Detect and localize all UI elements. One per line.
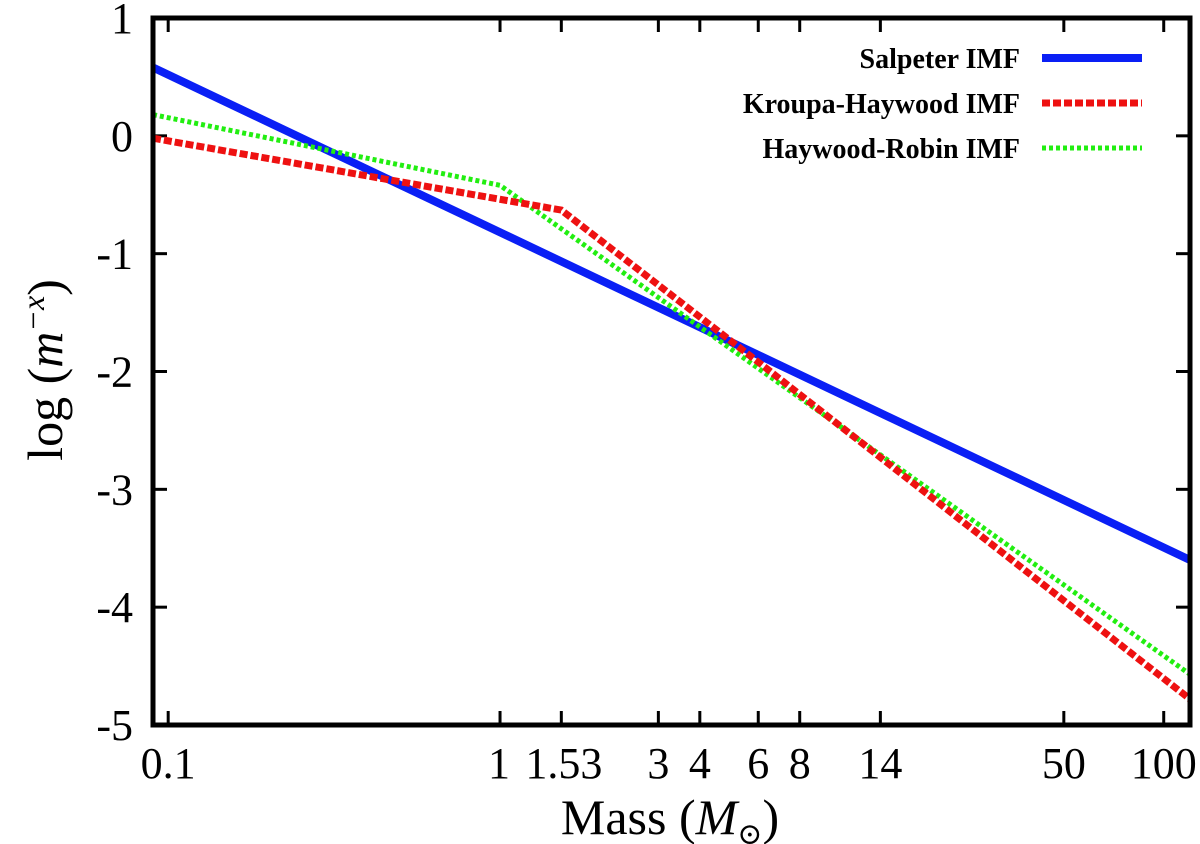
y-tick-label: -1 (96, 230, 133, 279)
legend: Salpeter IMF Kroupa-Haywood IMF Haywood-Ro… (743, 44, 1142, 165)
x-tick-labels: 0.1 1 1.53 3 4 6 8 14 50 100 (141, 739, 1197, 788)
series-line-haywood-robin-imf (152, 112, 1192, 677)
y-tick-label: 1 (111, 0, 133, 43)
legend-label: Salpeter IMF (860, 44, 1020, 75)
x-tick-label: 4 (689, 739, 711, 788)
x-axis-title-text: Mass (561, 789, 667, 844)
series-layer (151, 63, 1193, 702)
legend-label: Kroupa-Haywood IMF (743, 89, 1020, 120)
y-tick-label: 0 (111, 112, 133, 161)
tick-marks (153, 16, 1190, 727)
plot-frame (150, 15, 1193, 728)
x-tick-label: 1 (488, 739, 510, 788)
x-tick-label: 1.53 (525, 739, 602, 788)
x-tick-label: 50 (1042, 739, 1086, 788)
y-axis-title: log (m−x) (15, 279, 73, 461)
x-axis-title-symbol: M (695, 789, 740, 844)
x-tick-label: 0.1 (141, 739, 196, 788)
x-tick-label: 8 (789, 739, 811, 788)
y-tick-label: -4 (96, 583, 133, 632)
x-axis-title-subscript: ⊙ (737, 818, 762, 844)
y-tick-label: -3 (96, 465, 133, 514)
x-tick-label: 14 (858, 739, 902, 788)
legend-label: Haywood-Robin IMF (763, 134, 1020, 165)
x-tick-label: 3 (647, 739, 669, 788)
series-line-kroupa-haywood-imf (152, 134, 1193, 702)
y-tick-label: -5 (96, 701, 133, 750)
x-tick-label: 6 (747, 739, 769, 788)
y-axis-title-base: m (17, 332, 73, 368)
y-axis-title-text: log (17, 397, 73, 461)
y-tick-label: -2 (96, 348, 133, 397)
x-tick-label: 100 (1131, 739, 1197, 788)
series-line-salpeter-imf (151, 63, 1192, 564)
x-axis-title: Mass (M⊙) (561, 789, 779, 844)
y-axis-title-exponent: −x (15, 296, 51, 332)
y-tick-labels: 1 0 -1 -2 -3 -4 -5 (96, 0, 133, 750)
